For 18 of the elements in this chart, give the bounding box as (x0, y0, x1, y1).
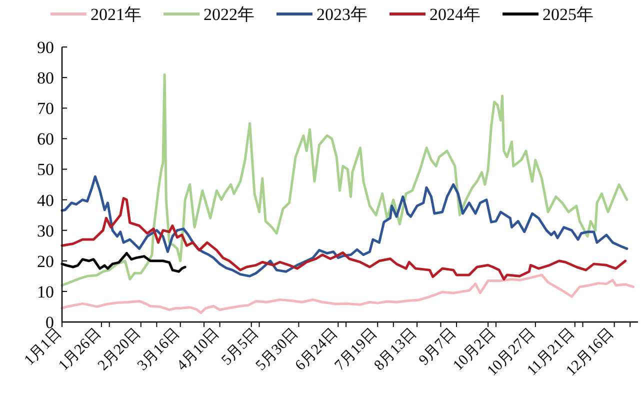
legend-label: 2025年 (542, 5, 594, 24)
y-tick-label: 90 (37, 38, 54, 57)
y-tick-label: 60 (37, 130, 54, 149)
y-tick-label: 80 (37, 68, 54, 88)
y-tick-label: 20 (37, 252, 54, 271)
y-tick-label: 30 (37, 221, 54, 240)
line-series (60, 73, 628, 287)
y-tick-label: 70 (37, 99, 54, 118)
line-series (60, 175, 628, 278)
legend-label: 2023年 (316, 5, 368, 24)
legend-label: 2024年 (430, 5, 480, 24)
y-tick-label: 40 (37, 190, 54, 210)
line-series (60, 197, 627, 280)
legend-label: 2021年 (90, 5, 142, 24)
y-tick-label: 10 (37, 282, 54, 302)
legend-label: 2022年 (204, 5, 254, 24)
y-tick-label: 50 (37, 160, 54, 180)
line-series (60, 274, 635, 314)
